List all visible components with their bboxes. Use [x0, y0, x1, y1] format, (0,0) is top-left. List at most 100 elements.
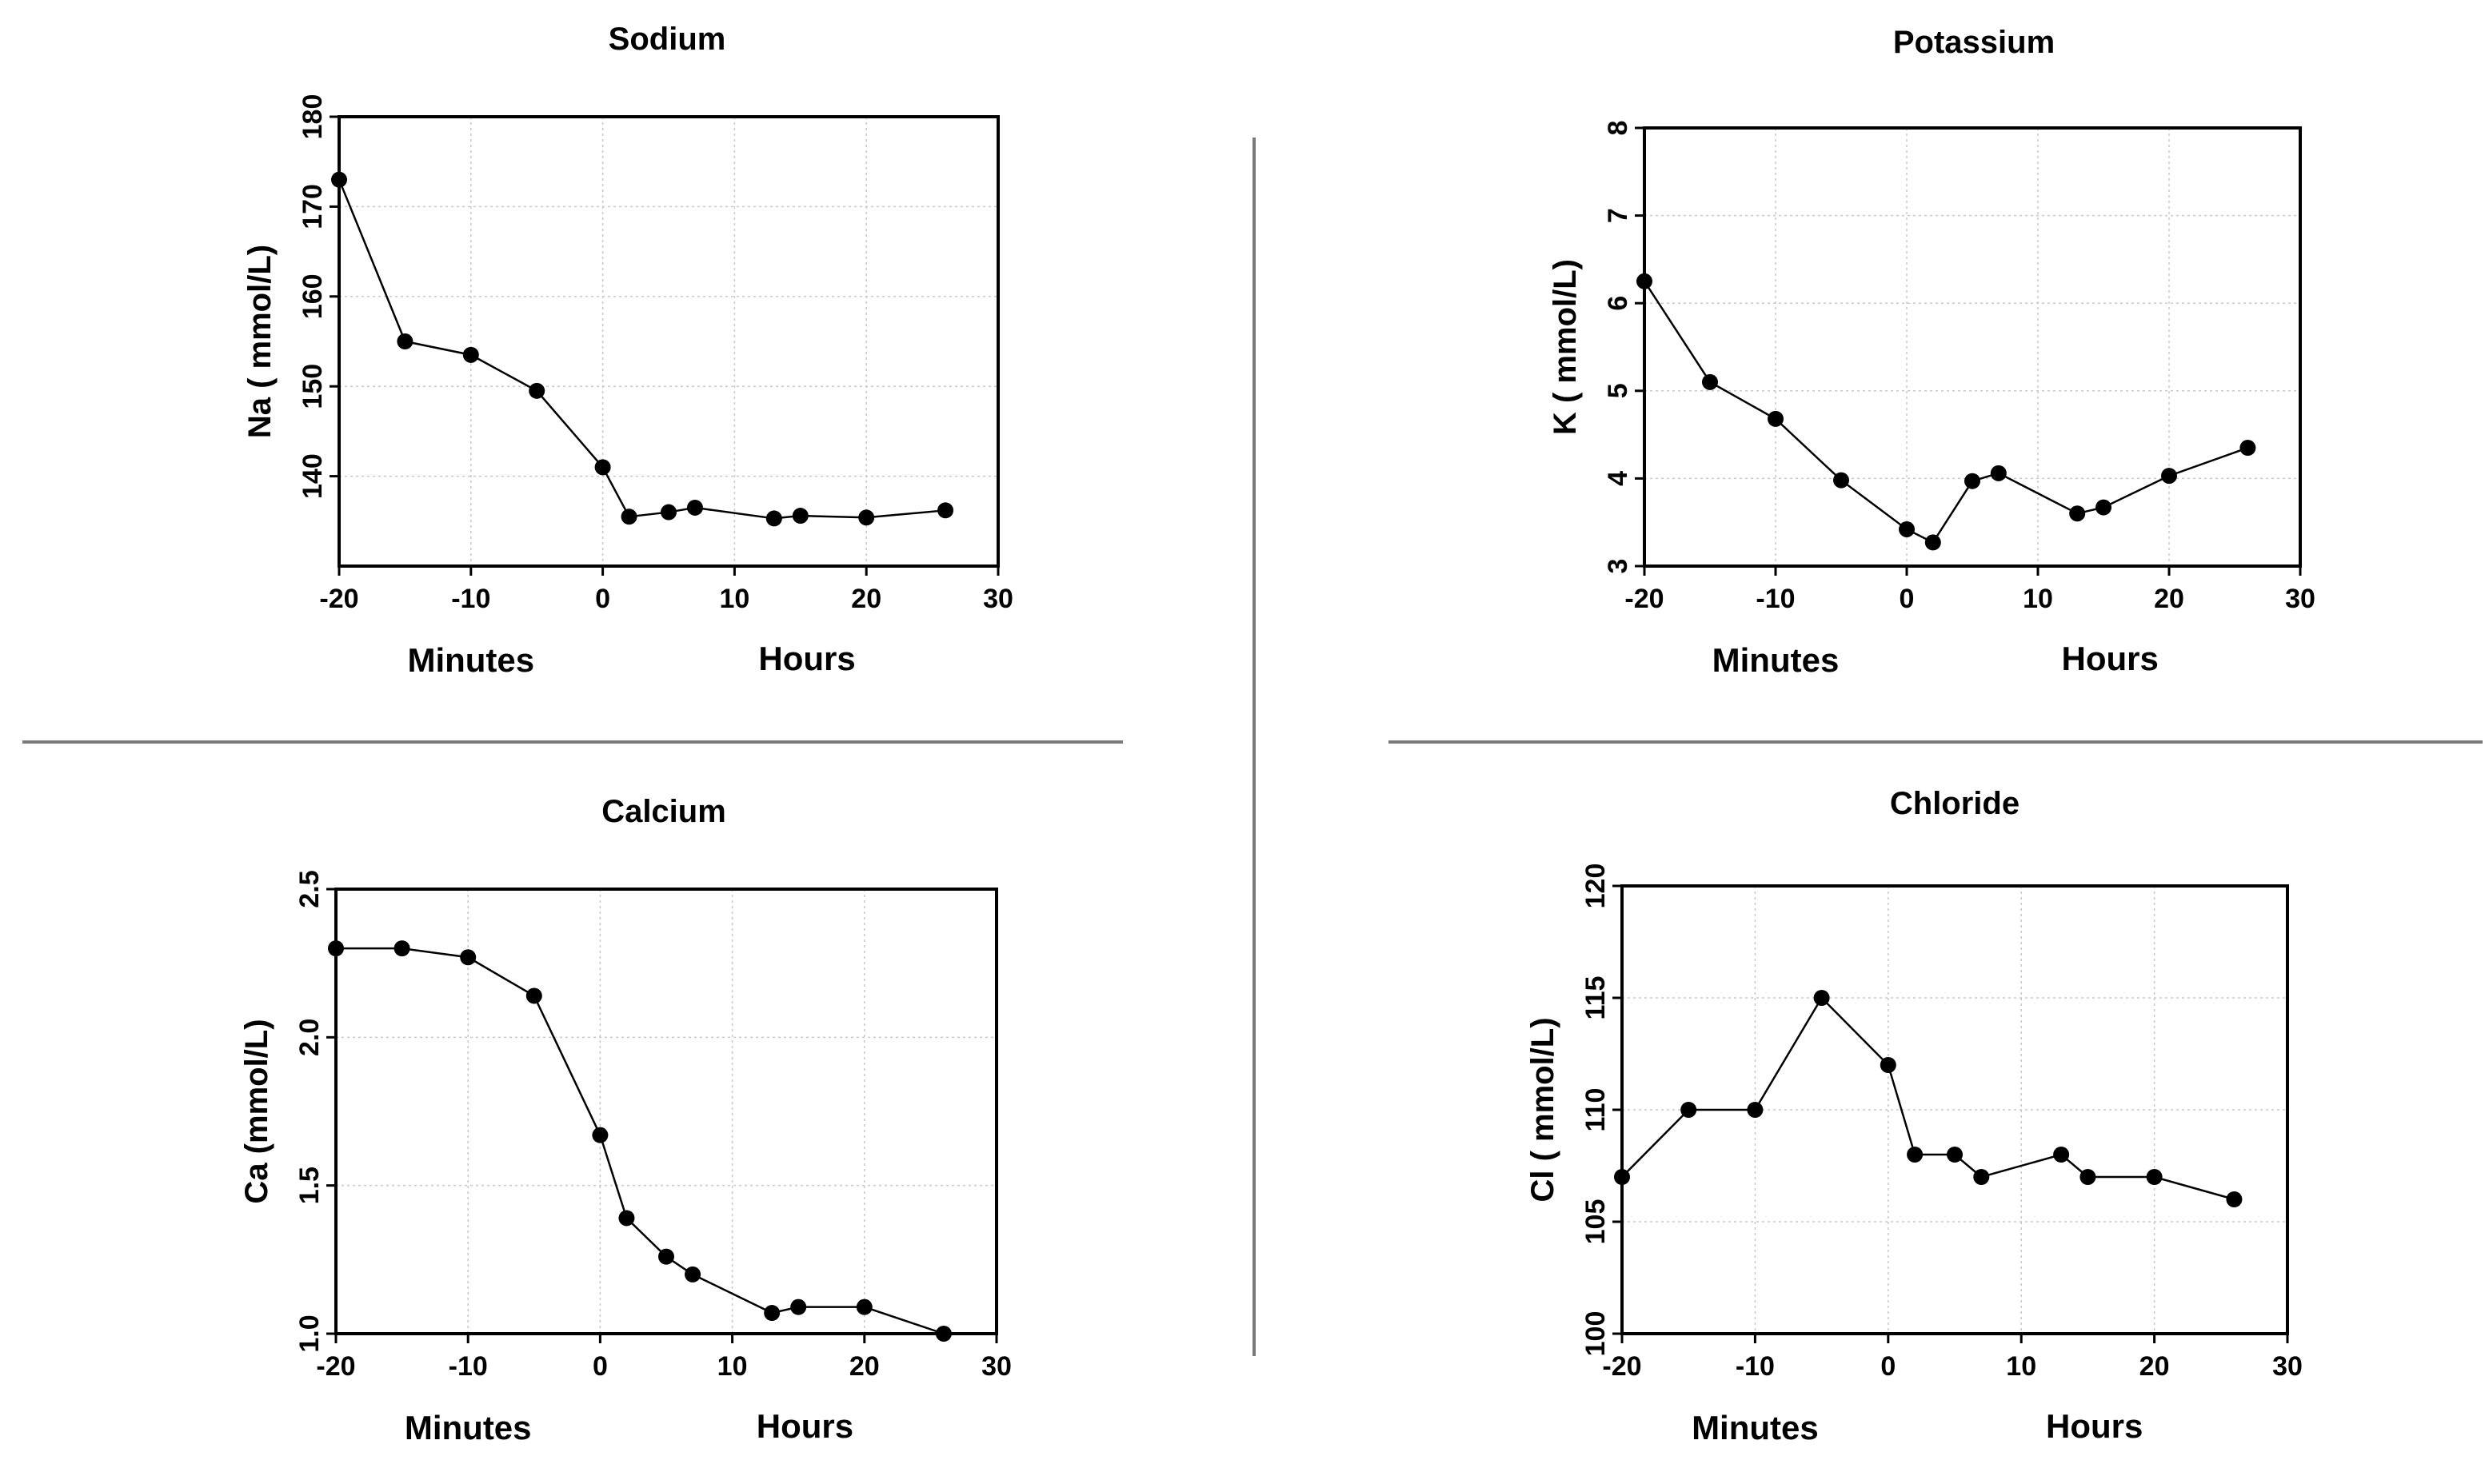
x-tick-label: 30: [2285, 584, 2315, 614]
series-line: [1621, 995, 2235, 1201]
x-tick-label: 30: [981, 1351, 1012, 1382]
plot-frame: [334, 888, 998, 1335]
y-tick-label: 2.5: [294, 870, 325, 908]
x-tick-label: 10: [2006, 1351, 2036, 1382]
data-point: [858, 509, 875, 526]
data-point: [618, 1210, 635, 1227]
data-point: [856, 1298, 873, 1315]
data-point: [1973, 1169, 1990, 1185]
data-point: [592, 1127, 609, 1143]
data-point: [937, 502, 954, 519]
data-point: [2079, 1169, 2096, 1185]
hours-label: Hours: [757, 1407, 853, 1445]
y-tick-label: 1.0: [294, 1314, 325, 1352]
series-line: [336, 947, 945, 1335]
x-tick-label: 30: [2272, 1351, 2303, 1382]
series-line: [338, 179, 946, 520]
data-point: [765, 510, 782, 527]
x-tick-label: 10: [717, 1351, 748, 1382]
y-tick-label: 3: [1603, 559, 1633, 574]
horizontal-divider-left: [22, 740, 1123, 744]
data-point: [1813, 990, 1830, 1006]
x-tick-label: -20: [319, 584, 358, 614]
plot-frame: [338, 115, 1000, 568]
chart-title: Potassium: [1893, 25, 2055, 60]
y-axis-label: Na ( mmol/L): [242, 245, 278, 438]
plot-frame: [1643, 126, 2302, 568]
data-point: [525, 987, 542, 1004]
y-tick-label: 140: [298, 453, 328, 499]
y-tick-label: 5: [1603, 383, 1633, 398]
data-point: [462, 346, 479, 363]
x-tick-label: -10: [449, 1351, 488, 1382]
minutes-label: Minutes: [405, 1409, 532, 1446]
y-tick-label: 4: [1603, 471, 1633, 486]
minutes-label: Minutes: [1692, 1409, 1819, 1446]
series-line: [1643, 281, 2248, 545]
x-tick-label: 30: [983, 584, 1013, 614]
data-point: [2095, 499, 2111, 516]
chart-title: Chloride: [1890, 786, 2020, 821]
horizontal-divider-right: [1388, 740, 2483, 744]
data-point: [529, 382, 545, 399]
x-tick-label: 0: [593, 1351, 608, 1382]
x-tick-label: 20: [851, 584, 881, 614]
data-point: [621, 509, 637, 525]
data-point: [328, 940, 344, 957]
x-tick-label: -20: [316, 1351, 355, 1382]
data-point: [685, 1266, 701, 1283]
data-point: [2239, 440, 2256, 457]
x-tick-label: 20: [849, 1351, 880, 1382]
y-tick-label: 2.0: [294, 1019, 325, 1056]
chart-title: Sodium: [609, 22, 726, 57]
x-tick-label: 0: [595, 584, 610, 614]
data-point: [1990, 465, 2007, 481]
data-point: [1899, 521, 1915, 537]
y-tick-label: 8: [1603, 121, 1633, 136]
data-point: [686, 499, 703, 516]
y-tick-label: 100: [1580, 1311, 1611, 1357]
data-point: [1768, 410, 1784, 427]
data-point: [1880, 1057, 1896, 1073]
x-tick-label: -20: [1602, 1351, 1641, 1382]
data-point: [661, 504, 677, 521]
data-point: [1924, 534, 1941, 551]
data-point: [790, 1298, 807, 1315]
x-tick-label: 0: [1880, 1351, 1896, 1382]
minutes-label: Minutes: [1712, 641, 1840, 679]
data-point: [2161, 468, 2177, 485]
y-tick-label: 110: [1580, 1088, 1611, 1132]
x-tick-label: 10: [2023, 584, 2053, 614]
y-axis-label: Cl ( mmol/L): [1525, 1017, 1560, 1202]
hours-label: Hours: [758, 640, 855, 677]
x-tick-label: 20: [2139, 1351, 2170, 1382]
y-tick-label: 7: [1603, 208, 1633, 223]
data-point: [2146, 1169, 2163, 1185]
data-point: [935, 1326, 952, 1342]
x-tick-label: 0: [1900, 584, 1915, 614]
y-axis-label: Ca (mmol/L): [239, 1019, 274, 1203]
y-tick-label: 180: [298, 94, 328, 140]
minutes-label: Minutes: [407, 641, 534, 679]
y-tick-label: 115: [1580, 976, 1611, 1020]
x-tick-label: -10: [1756, 584, 1795, 614]
y-tick-label: 6: [1603, 296, 1633, 311]
data-point: [2226, 1191, 2243, 1207]
data-point: [1964, 473, 1980, 489]
y-tick-label: 105: [1580, 1199, 1611, 1245]
y-tick-label: 150: [298, 364, 328, 409]
hours-label: Hours: [2062, 640, 2159, 677]
x-tick-label: 20: [2154, 584, 2184, 614]
y-tick-label: 170: [298, 184, 328, 229]
hours-label: Hours: [2046, 1407, 2143, 1445]
data-point: [2053, 1147, 2070, 1163]
data-point: [1680, 1102, 1697, 1118]
data-point: [1907, 1147, 1924, 1163]
y-axis-label: K ( mmol/L): [1548, 259, 1583, 435]
data-point: [397, 333, 414, 349]
data-point: [460, 949, 477, 966]
x-tick-label: -10: [1736, 1351, 1775, 1382]
x-tick-label: -10: [451, 584, 490, 614]
